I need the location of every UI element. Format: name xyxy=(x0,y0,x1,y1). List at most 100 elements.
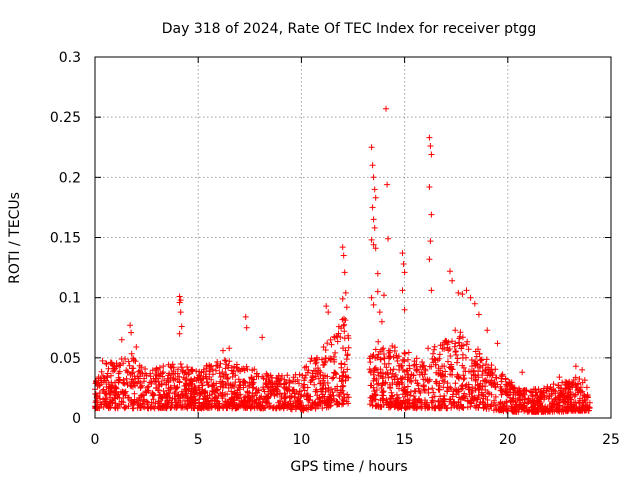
roti-point xyxy=(103,361,110,367)
y-tick-label: 0.05 xyxy=(50,351,81,367)
roti-point xyxy=(395,353,402,360)
roti-point xyxy=(239,378,246,385)
roti-point xyxy=(300,383,307,389)
roti-point xyxy=(339,377,346,384)
roti-point xyxy=(441,378,448,385)
roti-point xyxy=(184,395,191,402)
roti-point xyxy=(142,366,149,372)
roti-point xyxy=(302,372,309,379)
roti-point xyxy=(111,379,118,386)
roti-point xyxy=(180,374,187,381)
roti-point xyxy=(199,403,206,410)
roti-point xyxy=(372,346,379,353)
roti-point xyxy=(284,372,291,379)
roti-point xyxy=(264,372,271,379)
roti-point xyxy=(557,394,564,401)
roti-point xyxy=(244,366,251,373)
roti-point xyxy=(344,352,351,359)
roti-point xyxy=(266,403,272,410)
roti-point xyxy=(452,349,459,355)
roti-point xyxy=(129,365,136,372)
roti-point xyxy=(443,405,450,412)
roti-point xyxy=(377,356,384,363)
roti-point xyxy=(296,371,303,378)
roti-point xyxy=(153,365,160,372)
roti-point xyxy=(187,380,194,387)
roti-point xyxy=(246,390,253,396)
roti-point xyxy=(147,370,154,377)
roti-point xyxy=(208,404,215,411)
roti-point xyxy=(203,371,209,378)
roti-point xyxy=(314,370,321,377)
roti-point xyxy=(179,403,185,409)
roti-point xyxy=(249,367,256,374)
roti-point xyxy=(371,367,378,374)
roti-point xyxy=(172,395,179,402)
roti-point xyxy=(469,395,476,402)
roti-point xyxy=(146,379,153,386)
roti-point xyxy=(482,387,489,393)
roti-point xyxy=(467,294,474,301)
roti-point xyxy=(394,358,401,364)
roti-point xyxy=(457,396,464,403)
roti-point xyxy=(329,389,336,396)
roti-point xyxy=(570,391,577,398)
roti-point xyxy=(330,374,337,381)
roti-point xyxy=(97,375,104,382)
roti-point xyxy=(274,391,281,398)
roti-point xyxy=(400,261,407,267)
roti-point xyxy=(532,386,539,393)
roti-point xyxy=(368,236,375,243)
roti-point xyxy=(248,374,255,381)
roti-point xyxy=(160,363,167,370)
roti-point xyxy=(196,384,203,391)
roti-point xyxy=(124,381,131,388)
roti-point xyxy=(576,376,583,382)
roti-point xyxy=(98,368,105,375)
roti-point xyxy=(308,355,315,362)
roti-point xyxy=(241,394,248,401)
roti-point xyxy=(301,387,308,394)
roti-point xyxy=(441,346,448,352)
roti-point xyxy=(106,400,113,407)
roti-point xyxy=(385,235,392,242)
roti-point xyxy=(511,384,518,391)
roti-point xyxy=(313,402,320,409)
roti-point xyxy=(454,359,460,366)
roti-point xyxy=(97,395,103,402)
roti-point xyxy=(121,380,128,387)
roti-point xyxy=(115,374,122,381)
roti-point xyxy=(339,295,346,302)
roti-point xyxy=(506,380,513,387)
roti-point xyxy=(314,392,321,399)
roti-point xyxy=(100,379,107,386)
roti-point xyxy=(525,395,532,402)
roti-point xyxy=(429,397,436,404)
roti-point xyxy=(406,404,412,411)
roti-point xyxy=(568,403,575,410)
roti-point xyxy=(184,364,191,370)
roti-point xyxy=(388,389,395,396)
roti-point xyxy=(220,373,227,379)
roti-point xyxy=(368,294,375,301)
roti-point xyxy=(309,376,316,383)
roti-point xyxy=(387,384,393,391)
roti-point xyxy=(368,144,375,151)
roti-point xyxy=(517,388,524,395)
roti-point xyxy=(461,390,468,397)
roti-point xyxy=(439,341,446,348)
roti-point xyxy=(375,401,382,408)
roti-point xyxy=(431,346,438,353)
roti-point xyxy=(345,344,352,351)
roti-point xyxy=(565,380,572,387)
roti-point xyxy=(136,362,143,369)
roti-point xyxy=(421,371,428,378)
roti-point xyxy=(371,186,378,193)
roti-point xyxy=(248,381,255,388)
roti-point xyxy=(442,368,449,375)
roti-point xyxy=(402,350,408,357)
roti-point xyxy=(312,405,319,412)
roti-point xyxy=(402,405,409,412)
roti-point xyxy=(464,398,471,405)
roti-point xyxy=(307,358,314,365)
